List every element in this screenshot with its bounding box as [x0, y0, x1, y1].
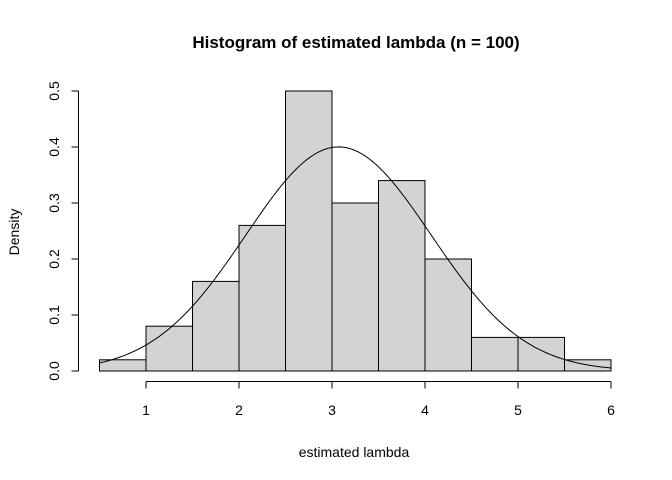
- x-tick-label: 3: [328, 402, 336, 418]
- x-axis-label: estimated lambda: [299, 444, 410, 460]
- y-axis: 0.0 0.1 0.2 0.3 0.4 0.5: [46, 81, 79, 381]
- x-tick-label: 4: [421, 402, 429, 418]
- histogram-bar-3: [192, 280, 240, 372]
- x-tick-label: 5: [514, 402, 522, 418]
- density-curve: [99, 146, 612, 369]
- y-tick-label: 0.4: [46, 137, 62, 157]
- y-tick-label: 0.5: [46, 81, 62, 101]
- histogram-bar-6: [331, 202, 379, 372]
- y-tick-label: 0.0: [46, 361, 62, 381]
- x-tick-label: 1: [142, 402, 150, 418]
- x-tick-label: 2: [235, 402, 243, 418]
- histogram-bar-7: [378, 180, 426, 372]
- histogram-bar-8: [424, 258, 472, 372]
- histogram-bar-2: [145, 325, 193, 372]
- histogram-bar-4: [238, 224, 286, 372]
- bars-group: [99, 90, 612, 372]
- y-tick-label: 0.2: [46, 249, 62, 269]
- histogram-bar-9: [471, 336, 519, 372]
- histogram-bar-10: [517, 336, 565, 372]
- x-axis: 1 2 3 4 5 6: [142, 381, 615, 418]
- y-tick-label: 0.1: [46, 305, 62, 325]
- x-tick-label: 6: [607, 402, 615, 418]
- y-axis-label: Density: [6, 209, 22, 256]
- chart-title: Histogram of estimated lambda (n = 100): [192, 33, 519, 52]
- y-tick-label: 0.3: [46, 193, 62, 213]
- histogram-bar-5: [285, 90, 333, 372]
